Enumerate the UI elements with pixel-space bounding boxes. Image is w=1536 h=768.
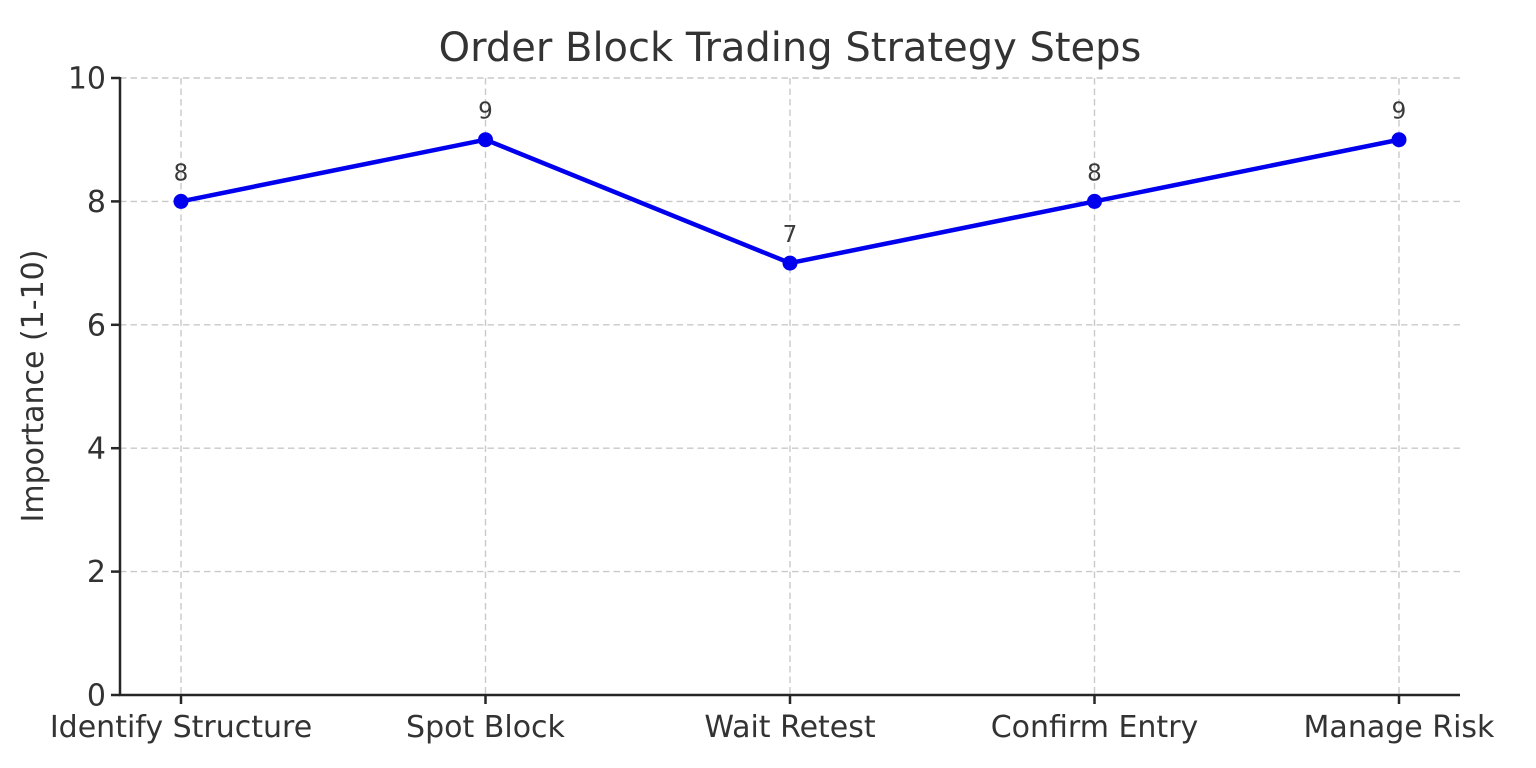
y-tick-label: 6 — [87, 308, 106, 343]
x-tick-label: Manage Risk — [1304, 710, 1496, 745]
y-tick-label: 2 — [87, 555, 106, 590]
data-point-marker — [1087, 193, 1102, 209]
y-tick-label: 4 — [87, 432, 106, 467]
data-point-label: 8 — [1087, 160, 1102, 186]
x-tick-label: Confirm Entry — [991, 710, 1199, 745]
data-point-marker — [478, 132, 493, 148]
data-point-marker — [782, 255, 798, 271]
x-tick-label: Spot Block — [406, 710, 566, 745]
data-point-label: 8 — [174, 160, 189, 186]
data-point-marker — [1391, 132, 1407, 148]
chart-title: Order Block Trading Strategy Steps — [438, 25, 1142, 71]
data-point-label: 9 — [1392, 99, 1407, 125]
data-point-label: 9 — [478, 99, 493, 125]
x-tick-label: Wait Retest — [704, 710, 876, 745]
y-tick-label: 0 — [87, 679, 106, 714]
y-axis-label: Importance (1-10) — [16, 250, 51, 523]
x-tick-label: Identify Structure — [50, 710, 312, 745]
y-tick-label: 8 — [87, 185, 106, 220]
y-tick-label: 10 — [68, 62, 106, 97]
data-point-label: 7 — [783, 222, 798, 248]
data-point-marker — [173, 193, 189, 209]
